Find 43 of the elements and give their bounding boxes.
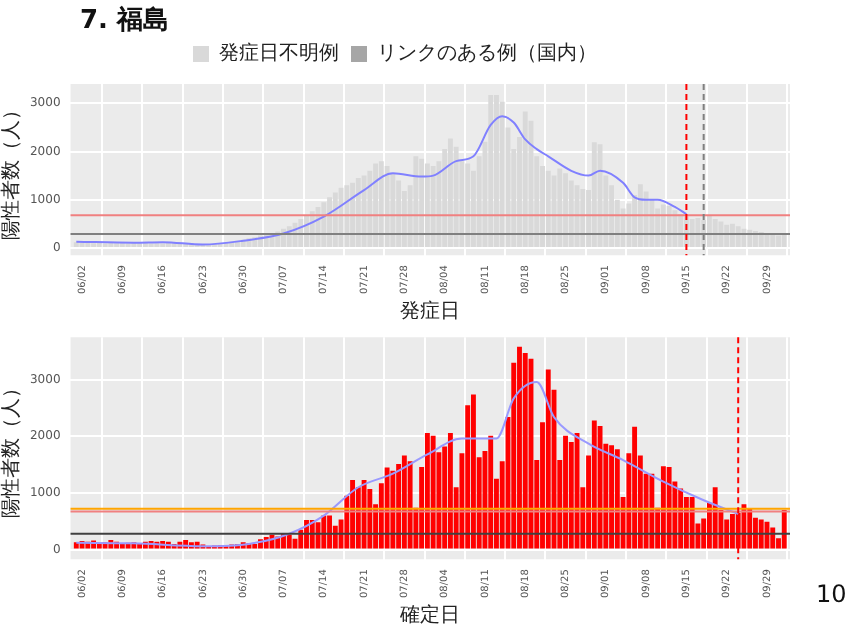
line-series (75, 115, 688, 246)
y-axis-title: 陽性者数（人） (0, 378, 24, 519)
line-series (75, 380, 740, 548)
bar (252, 543, 258, 549)
bar (632, 426, 638, 549)
bar (430, 435, 436, 549)
x-axis-title: 発症日 (400, 299, 461, 324)
bar (424, 432, 430, 549)
bar (563, 435, 568, 549)
bar (770, 527, 776, 549)
bar (522, 353, 528, 549)
bar (327, 515, 332, 549)
bar (706, 215, 712, 247)
y-axis-title: 陽性者数（人） (0, 99, 24, 240)
legend-label: リンクのある例（国内） (377, 41, 597, 66)
bar (597, 426, 603, 549)
bar (683, 496, 689, 549)
bar (758, 519, 764, 549)
bar (781, 234, 787, 247)
x-axis-title: 確定日 (398, 603, 461, 628)
chart-title: 7. 福島 (80, 4, 170, 38)
bar (419, 158, 425, 247)
bar (689, 219, 695, 247)
bar (695, 218, 701, 247)
bar (367, 488, 373, 549)
bar (396, 464, 402, 549)
bar (753, 517, 758, 549)
text: 10 (816, 580, 847, 608)
bar (119, 543, 125, 549)
bar (545, 369, 551, 549)
bar (321, 515, 327, 549)
legend-label: 発症日不明例 (219, 41, 339, 66)
bar (286, 534, 292, 549)
bar (614, 449, 620, 549)
bar (568, 441, 574, 549)
bar (424, 163, 430, 247)
bar (517, 346, 522, 549)
bar (447, 432, 453, 549)
bar (591, 420, 597, 549)
bar (401, 455, 407, 549)
bar (689, 496, 695, 549)
bar (488, 435, 494, 549)
bar (470, 394, 476, 549)
